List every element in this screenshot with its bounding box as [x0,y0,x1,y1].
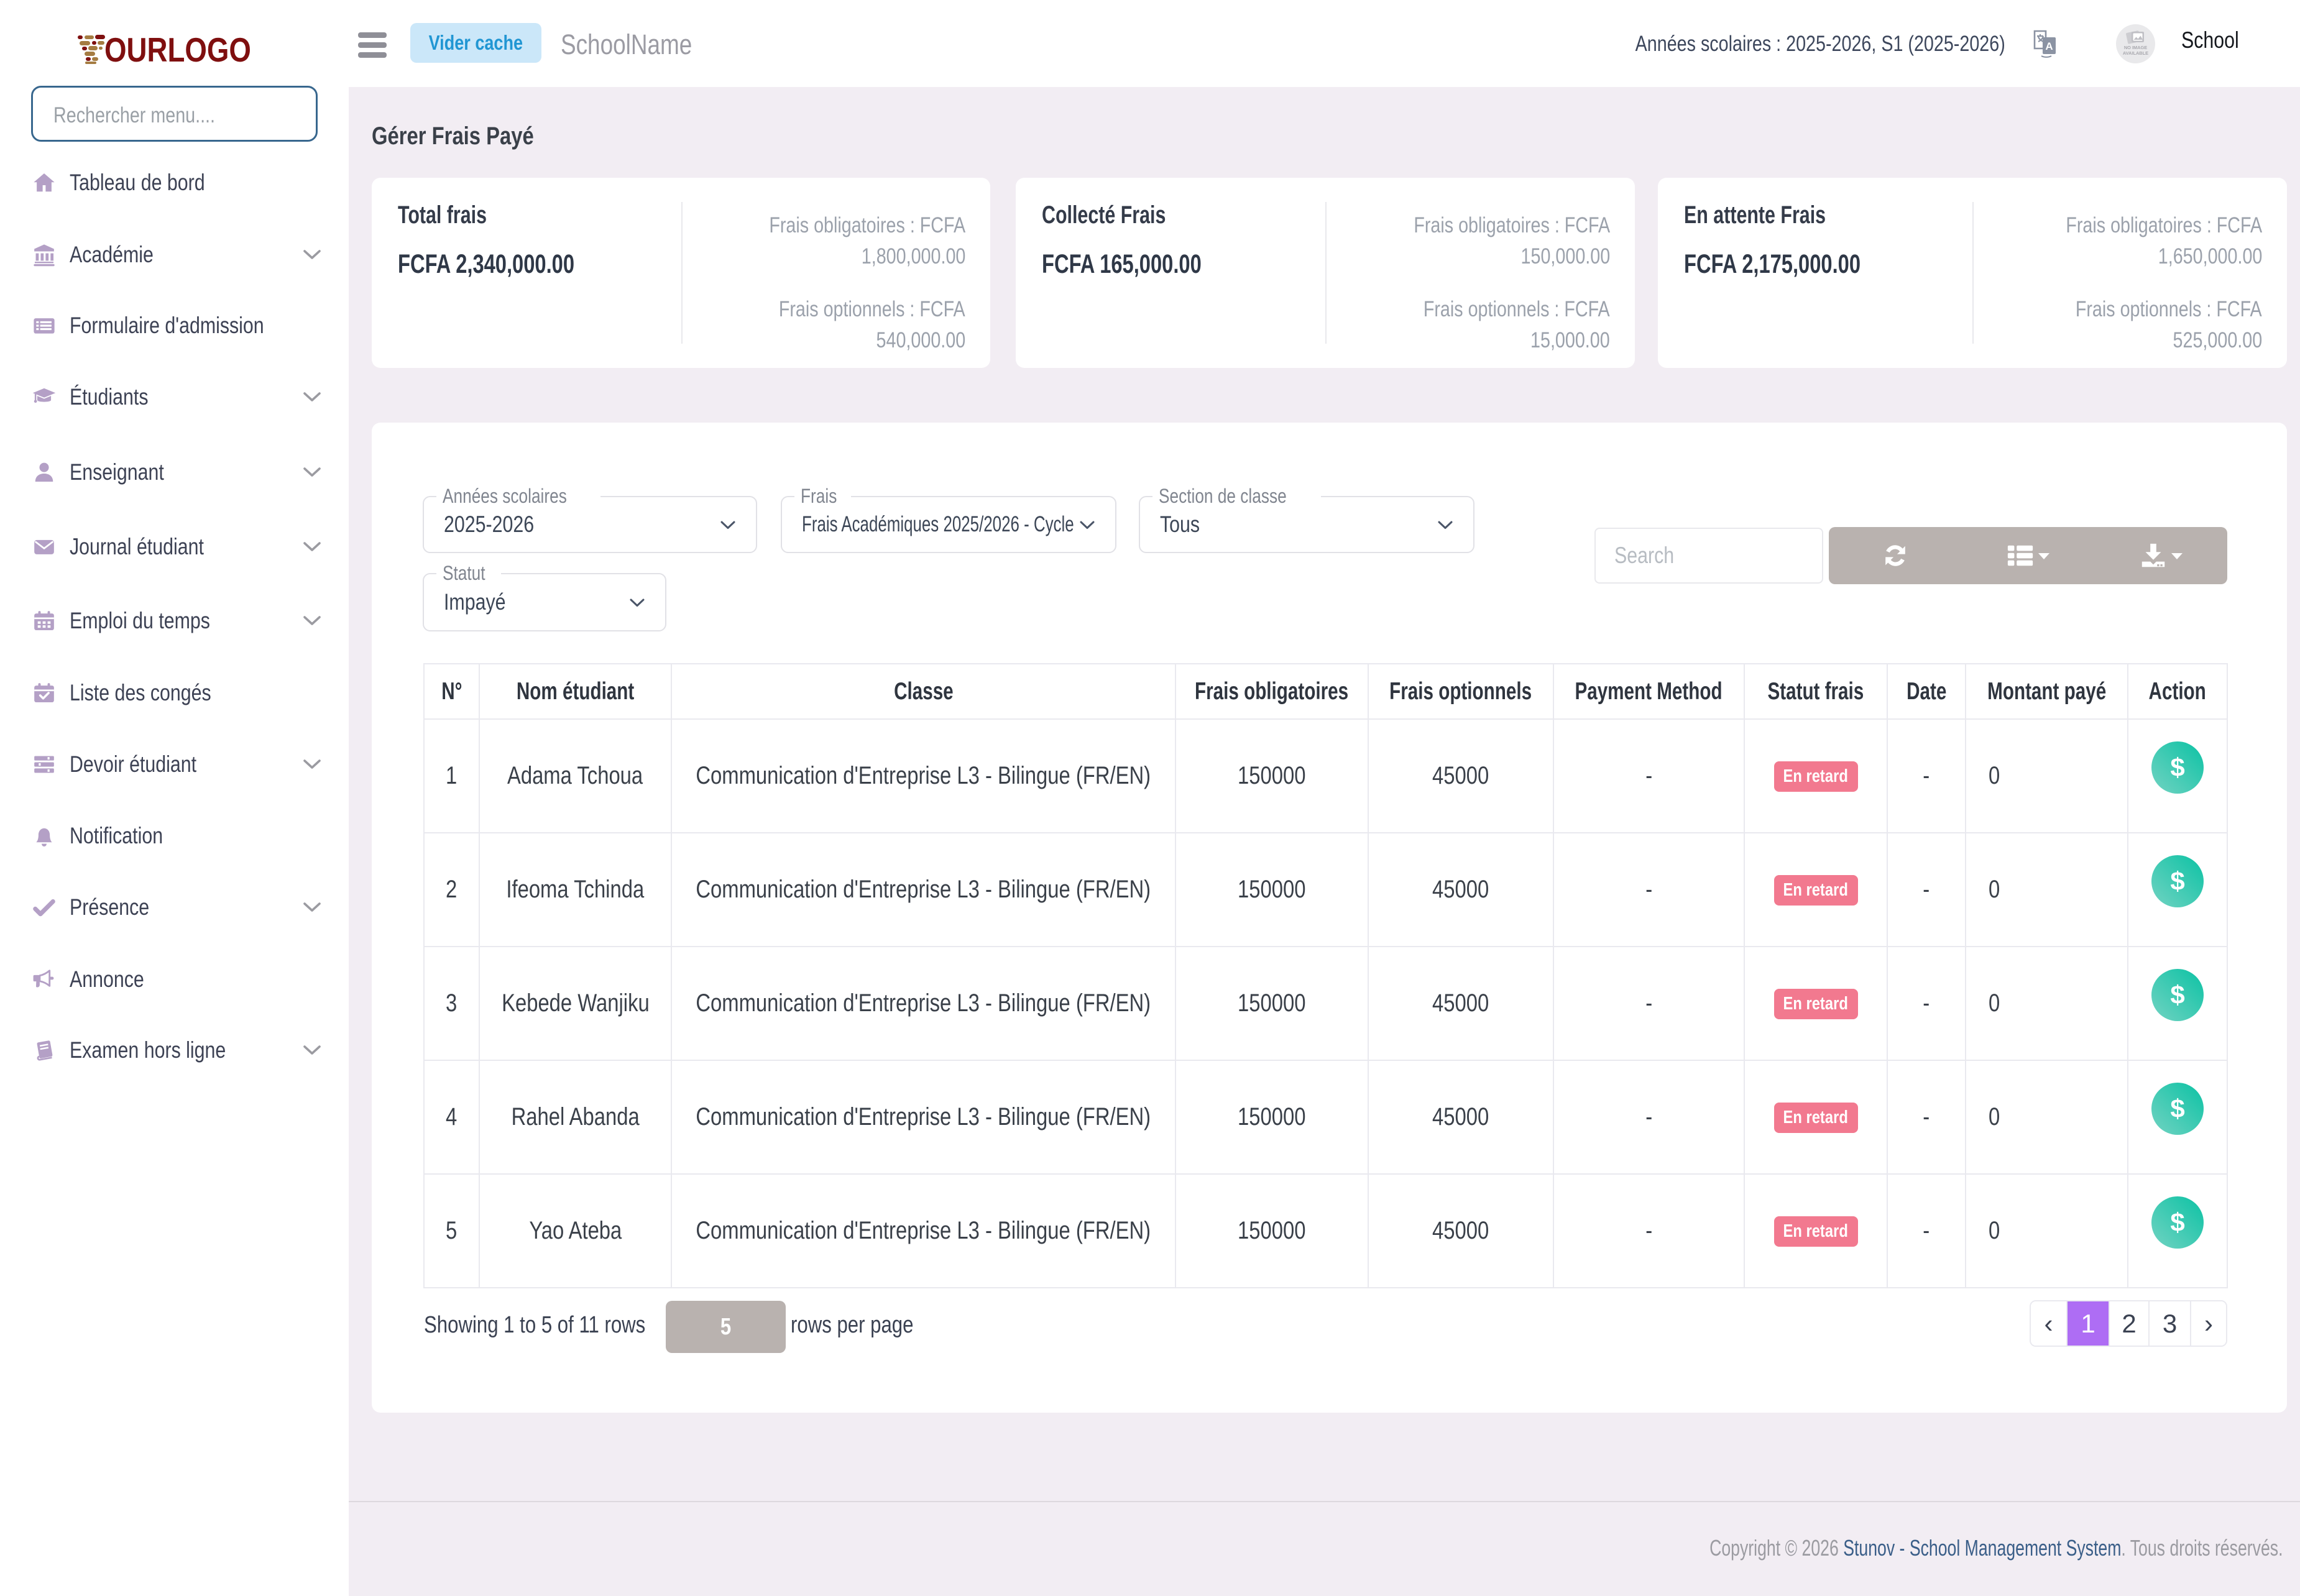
svg-text:A: A [2045,40,2053,52]
svg-text:NO IMAGE: NO IMAGE [2124,45,2147,50]
svg-text:AVAILABLE: AVAILABLE [2123,50,2148,56]
